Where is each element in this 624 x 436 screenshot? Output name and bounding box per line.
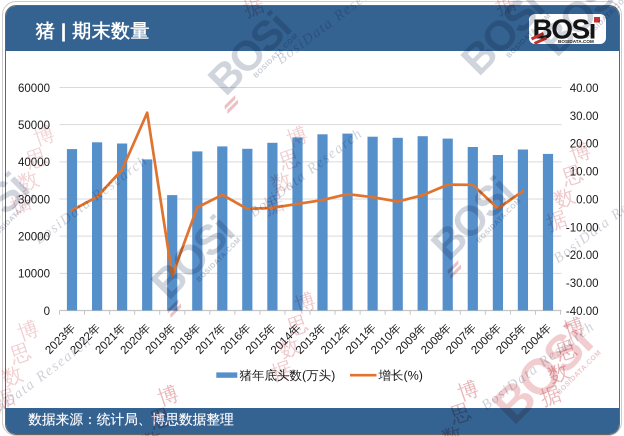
svg-text:-10.00: -10.00 bbox=[566, 222, 599, 234]
svg-text:60000: 60000 bbox=[18, 83, 50, 95]
svg-text:10000: 10000 bbox=[18, 269, 50, 281]
svg-text:-30.00: -30.00 bbox=[566, 278, 599, 290]
svg-text:30000: 30000 bbox=[18, 194, 50, 206]
svg-text:10.00: 10.00 bbox=[570, 167, 599, 179]
svg-text:BOSIDATA.COM: BOSIDATA.COM bbox=[558, 39, 594, 44]
svg-text:40.00: 40.00 bbox=[570, 83, 599, 95]
svg-text:-20.00: -20.00 bbox=[566, 250, 599, 262]
svg-text:20000: 20000 bbox=[18, 232, 50, 244]
svg-text:0: 0 bbox=[44, 306, 50, 318]
svg-text:20.00: 20.00 bbox=[570, 139, 599, 151]
svg-text:30.00: 30.00 bbox=[570, 111, 599, 123]
svg-text:0.00: 0.00 bbox=[576, 194, 598, 206]
svg-text:-40.00: -40.00 bbox=[566, 306, 599, 318]
